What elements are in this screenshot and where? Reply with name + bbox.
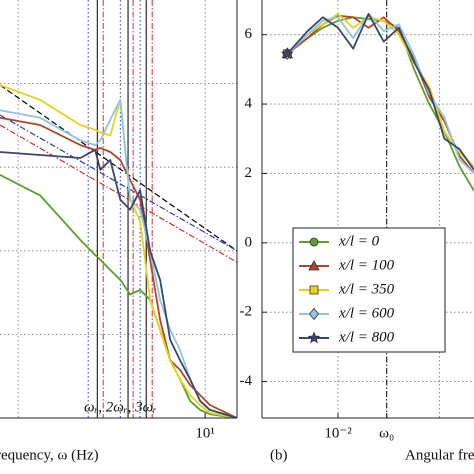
y-tick-label: -4 xyxy=(240,373,253,389)
series-line xyxy=(0,148,237,418)
series-line xyxy=(0,116,237,418)
annotation: ωᵣ, 2ωᵣ, 3ωᵣ xyxy=(84,399,157,415)
y-tick-label: 0 xyxy=(245,234,253,250)
series-line xyxy=(286,14,474,174)
marker xyxy=(281,47,294,60)
marker xyxy=(308,260,320,271)
y-tick-label: -2 xyxy=(240,304,253,320)
marker xyxy=(307,331,321,344)
legend-label: x/l = 100 xyxy=(338,257,395,273)
panel-label: (b) xyxy=(270,447,288,463)
x-axis-label: Angular fre xyxy=(405,447,474,463)
legend-label: x/l = 800 xyxy=(338,329,395,345)
legend-label: x/l = 350 xyxy=(338,281,395,297)
y-tick-label: 6 xyxy=(245,26,253,42)
series-line xyxy=(286,12,474,175)
y-tick-label: 2 xyxy=(245,165,253,181)
series-line xyxy=(286,12,474,168)
marker xyxy=(309,285,319,295)
series-line xyxy=(0,84,237,418)
legend-label: x/l = 0 xyxy=(338,233,380,249)
series-line xyxy=(286,12,474,171)
series-line xyxy=(0,98,237,418)
marker xyxy=(308,307,320,321)
legend-label: x/l = 600 xyxy=(338,305,395,321)
plot-area xyxy=(0,0,237,418)
plot-area xyxy=(262,0,474,418)
series-line xyxy=(0,84,237,252)
series-line xyxy=(0,114,237,252)
x-tick-label: 10¹ xyxy=(195,425,215,441)
x-axis-label: requency, ω (Hz) xyxy=(0,447,99,463)
y-tick-label: 4 xyxy=(245,96,253,112)
x-tick-label: 10⁻² xyxy=(324,425,352,441)
series-line xyxy=(0,174,237,418)
marker xyxy=(309,237,319,247)
x-tick-label: ω₀ xyxy=(379,425,394,441)
